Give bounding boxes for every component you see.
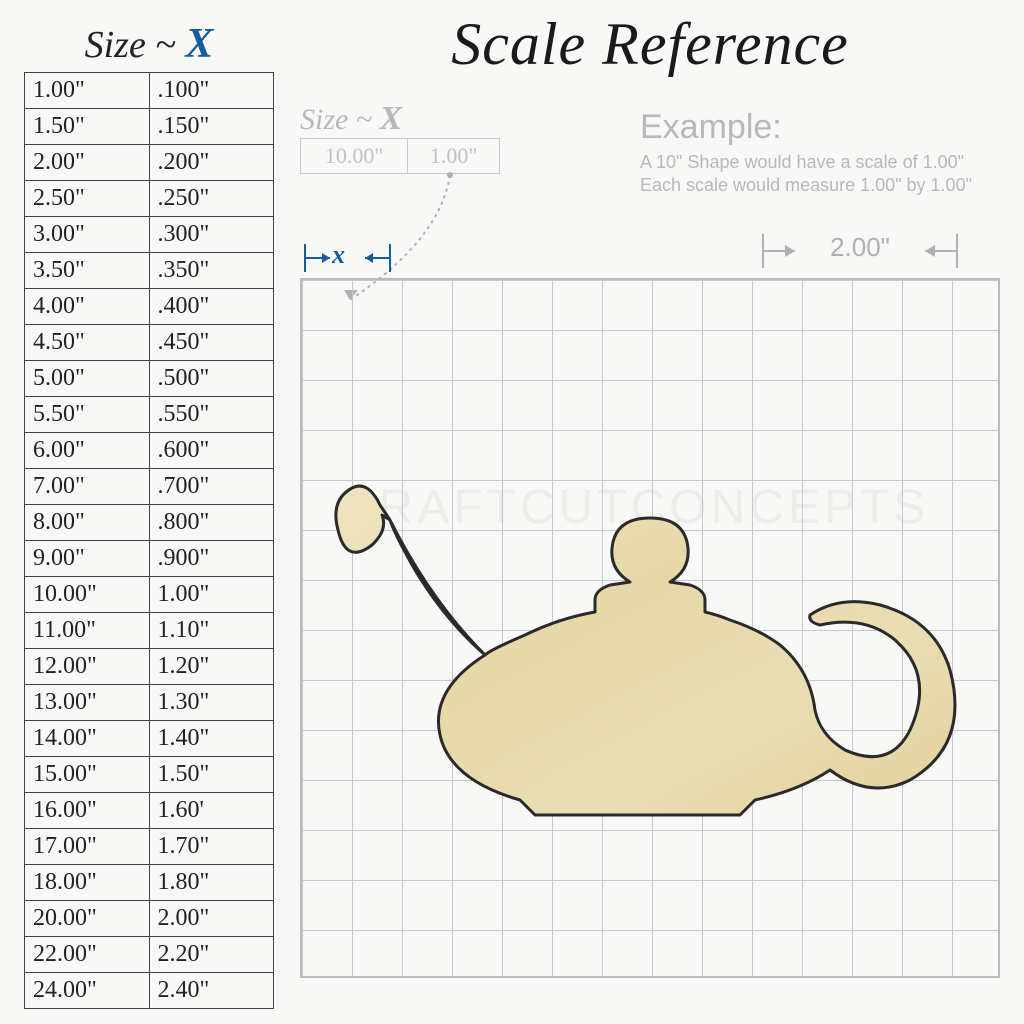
table-cell: 3.00"	[25, 217, 150, 253]
table-cell: 5.00"	[25, 361, 150, 397]
table-cell: 1.70"	[149, 829, 274, 865]
table-row: 12.00"1.20"	[25, 649, 274, 685]
table-cell: 2.40"	[149, 973, 274, 1009]
table-cell: 13.00"	[25, 685, 150, 721]
table-cell: 1.30"	[149, 685, 274, 721]
table-cell: 24.00"	[25, 973, 150, 1009]
table-row: 13.00"1.30"	[25, 685, 274, 721]
size-x: X	[185, 21, 213, 67]
table-cell: 5.50"	[25, 397, 150, 433]
table-row: 16.00"1.60'	[25, 793, 274, 829]
table-row: 6.00".600"	[25, 433, 274, 469]
table-row: 14.00"1.40"	[25, 721, 274, 757]
table-cell: 18.00"	[25, 865, 150, 901]
table-cell: 9.00"	[25, 541, 150, 577]
table-cell: 1.50"	[149, 757, 274, 793]
table-cell: .400"	[149, 289, 274, 325]
table-cell: 14.00"	[25, 721, 150, 757]
scale-dimension-marker: 2.00"	[755, 228, 965, 268]
table-row: 20.00"2.00"	[25, 901, 274, 937]
table-cell: 15.00"	[25, 757, 150, 793]
table-row: 4.50".450"	[25, 325, 274, 361]
table-cell: .200"	[149, 145, 274, 181]
table-row: 7.00".700"	[25, 469, 274, 505]
table-row: 18.00"1.80"	[25, 865, 274, 901]
table-cell: 8.00"	[25, 505, 150, 541]
table-row: 3.00".300"	[25, 217, 274, 253]
table-cell: 2.50"	[25, 181, 150, 217]
table-cell: .450"	[149, 325, 274, 361]
table-cell: 16.00"	[25, 793, 150, 829]
table-cell: .550"	[149, 397, 274, 433]
table-row: 8.00".800"	[25, 505, 274, 541]
table-row: 17.00"1.70"	[25, 829, 274, 865]
table-row: 3.50".350"	[25, 253, 274, 289]
table-cell: .100"	[149, 73, 274, 109]
table-cell: 1.40"	[149, 721, 274, 757]
table-cell: 2.00"	[25, 145, 150, 181]
table-row: 24.00"2.40"	[25, 973, 274, 1009]
x-arrow-icon	[300, 238, 400, 278]
table-cell: 12.00"	[25, 649, 150, 685]
table-cell: 10.00"	[25, 577, 150, 613]
table-cell: .800"	[149, 505, 274, 541]
table-row: 10.00"1.00"	[25, 577, 274, 613]
example-block: Example: A 10" Shape would have a scale …	[640, 108, 1010, 198]
table-row: 1.00".100"	[25, 73, 274, 109]
table-row: 5.00".500"	[25, 361, 274, 397]
table-cell: 6.00"	[25, 433, 150, 469]
table-cell: .700"	[149, 469, 274, 505]
table-cell: 11.00"	[25, 613, 150, 649]
table-cell: .500"	[149, 361, 274, 397]
size-table-header: Size ~ X	[24, 20, 274, 68]
example-line1: A 10" Shape would have a scale of 1.00"	[640, 151, 1010, 174]
table-cell: 2.00"	[149, 901, 274, 937]
table-cell: 7.00"	[25, 469, 150, 505]
table-cell: 2.20"	[149, 937, 274, 973]
table-cell: 1.00"	[25, 73, 150, 109]
mini-size-box: Size ~ X 10.00" 1.00"	[300, 100, 520, 174]
mini-size-label: Size ~	[300, 103, 372, 136]
scale-marker-label: 2.00"	[755, 232, 965, 263]
table-cell: 1.60'	[149, 793, 274, 829]
table-cell: 4.50"	[25, 325, 150, 361]
x-marker-label: x	[332, 240, 345, 270]
genie-lamp-icon	[310, 470, 970, 850]
page-title: Scale Reference	[300, 10, 1000, 79]
table-cell: 3.50"	[25, 253, 150, 289]
table-row: 15.00"1.50"	[25, 757, 274, 793]
example-title: Example:	[640, 108, 1010, 147]
example-line2: Each scale would measure 1.00" by 1.00"	[640, 174, 1010, 197]
table-cell: 20.00"	[25, 901, 150, 937]
table-row: 22.00"2.20"	[25, 937, 274, 973]
x-dimension-marker: x	[300, 238, 400, 278]
table-cell: .250"	[149, 181, 274, 217]
mini-size-header: Size ~ X	[300, 100, 520, 138]
table-row: 11.00"1.10"	[25, 613, 274, 649]
table-row: 1.50".150"	[25, 109, 274, 145]
table-cell: .900"	[149, 541, 274, 577]
table-cell: 22.00"	[25, 937, 150, 973]
table-cell: .600"	[149, 433, 274, 469]
table-row: 5.50".550"	[25, 397, 274, 433]
table-row: 2.50".250"	[25, 181, 274, 217]
table-cell: 4.00"	[25, 289, 150, 325]
table-cell: 17.00"	[25, 829, 150, 865]
table-cell: 1.00"	[149, 577, 274, 613]
size-table-body: 1.00".100"1.50".150"2.00".200"2.50".250"…	[24, 72, 274, 1009]
size-label: Size ~	[85, 24, 176, 66]
table-cell: 1.50"	[25, 109, 150, 145]
table-cell: .150"	[149, 109, 274, 145]
mini-size-x: X	[380, 100, 403, 137]
table-cell: .300"	[149, 217, 274, 253]
shape-container	[310, 470, 970, 850]
table-cell: 1.10"	[149, 613, 274, 649]
table-cell: 1.80"	[149, 865, 274, 901]
table-cell: .350"	[149, 253, 274, 289]
size-table: Size ~ X 1.00".100"1.50".150"2.00".200"2…	[24, 20, 274, 1009]
table-row: 2.00".200"	[25, 145, 274, 181]
table-row: 9.00".900"	[25, 541, 274, 577]
table-row: 4.00".400"	[25, 289, 274, 325]
table-cell: 1.20"	[149, 649, 274, 685]
